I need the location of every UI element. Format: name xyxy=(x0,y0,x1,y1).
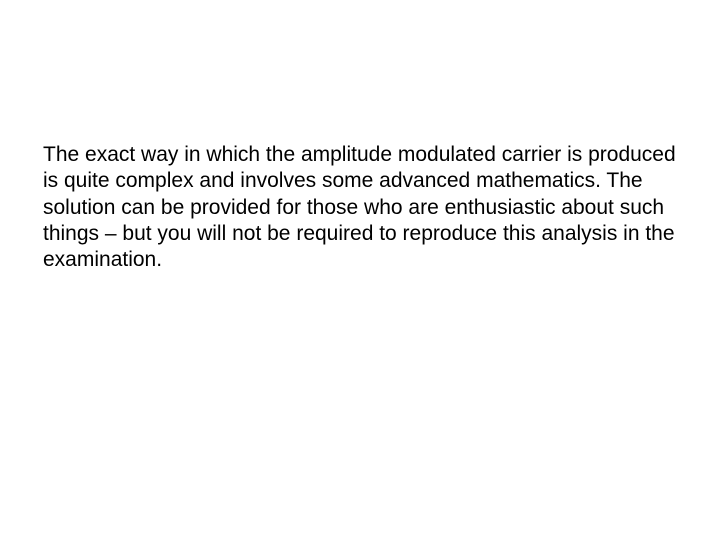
body-paragraph: The exact way in which the amplitude mod… xyxy=(43,142,678,273)
slide-content: The exact way in which the amplitude mod… xyxy=(43,142,678,273)
